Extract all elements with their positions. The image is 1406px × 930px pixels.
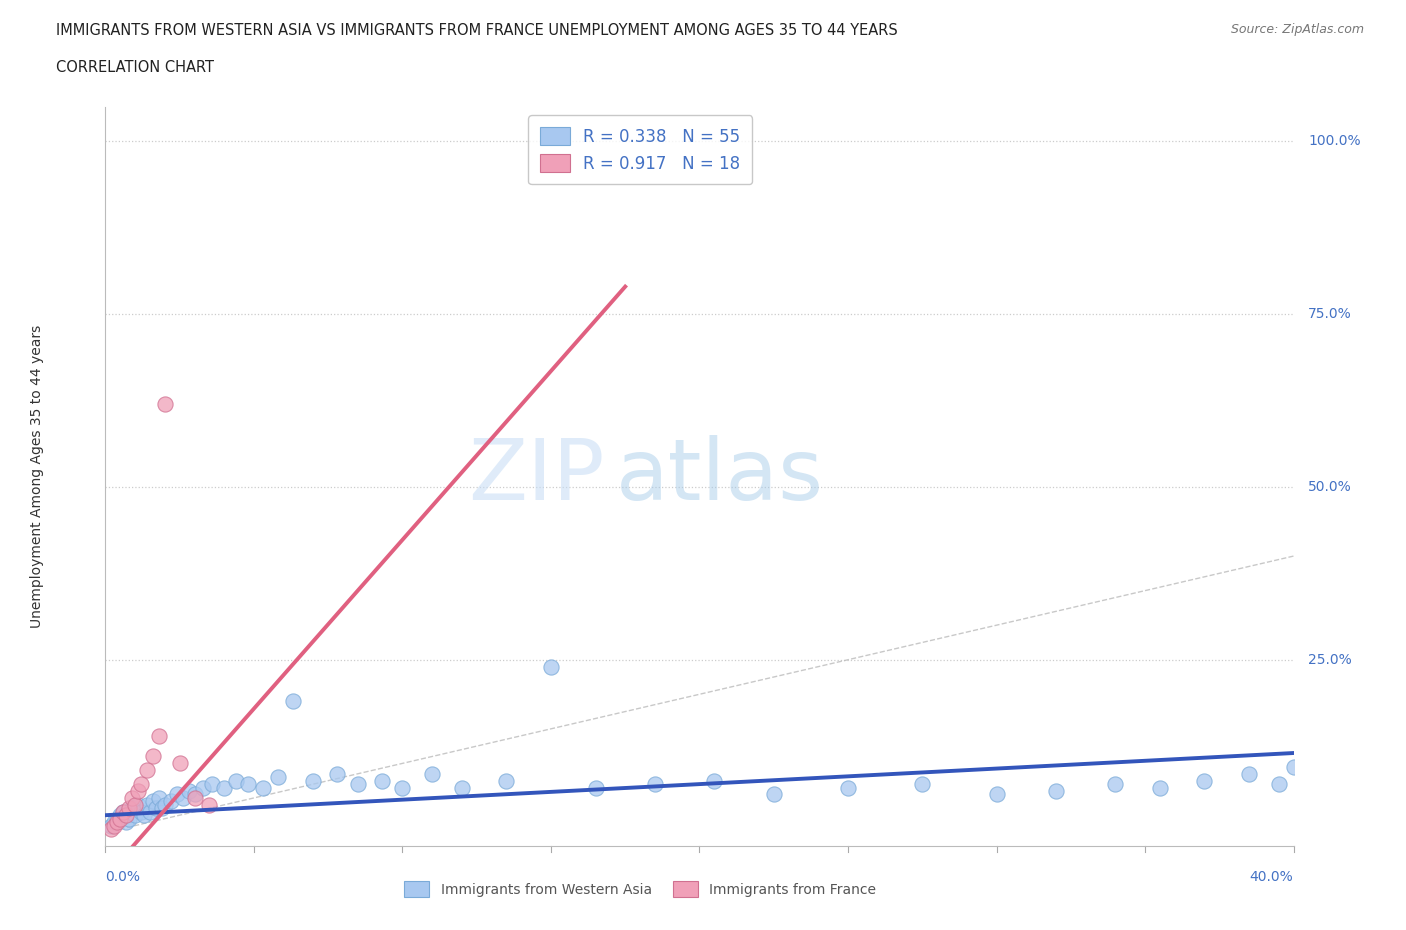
Text: Source: ZipAtlas.com: Source: ZipAtlas.com (1230, 23, 1364, 36)
Point (177, 784, 200, 799)
Point (159, 794, 181, 809)
Point (127, 784, 149, 799)
Point (214, 780, 236, 795)
Point (136, 763, 159, 777)
Point (302, 773, 325, 788)
Point (267, 770, 290, 785)
Point (391, 780, 413, 795)
Point (201, 777, 224, 791)
Point (281, 694, 304, 709)
Point (142, 749, 165, 764)
Point (150, 801, 173, 816)
Point (1282, 760, 1305, 775)
Point (1267, 777, 1289, 791)
Point (136, 797, 159, 812)
Text: 0.0%: 0.0% (105, 870, 141, 884)
Point (703, 773, 725, 788)
Point (1237, 766, 1260, 781)
Point (198, 797, 221, 812)
Point (1194, 773, 1216, 788)
Point (105, 811, 128, 826)
Point (103, 818, 125, 833)
Point (986, 787, 1008, 802)
Point (347, 777, 370, 791)
Point (326, 766, 349, 781)
Point (495, 773, 517, 788)
Point (127, 797, 149, 812)
Point (124, 797, 146, 812)
Point (166, 787, 188, 802)
Point (148, 728, 170, 743)
Text: CORRELATION CHART: CORRELATION CHART (56, 60, 214, 75)
Point (145, 801, 167, 816)
Point (110, 811, 132, 826)
Text: atlas: atlas (616, 435, 824, 518)
Point (420, 766, 443, 781)
Point (118, 811, 141, 826)
Legend: Immigrants from Western Asia, Immigrants from France: Immigrants from Western Asia, Immigrants… (399, 876, 882, 902)
Point (129, 777, 152, 791)
Point (169, 756, 191, 771)
Point (153, 797, 176, 812)
Text: 50.0%: 50.0% (1309, 480, 1353, 494)
Point (183, 787, 205, 802)
Point (132, 808, 155, 823)
Text: 40.0%: 40.0% (1250, 870, 1294, 884)
Point (172, 790, 194, 805)
Point (110, 808, 132, 823)
Text: ZIP: ZIP (468, 435, 605, 518)
Point (112, 804, 135, 819)
Point (100, 818, 122, 833)
Point (1149, 780, 1171, 795)
Point (121, 801, 143, 816)
Point (153, 396, 176, 411)
Point (585, 780, 607, 795)
Point (118, 801, 141, 816)
Point (370, 773, 392, 788)
Point (252, 780, 274, 795)
Point (236, 777, 259, 791)
Point (1045, 784, 1067, 799)
Point (103, 815, 125, 830)
Point (124, 808, 146, 823)
Text: 25.0%: 25.0% (1309, 653, 1353, 667)
Point (225, 773, 247, 788)
Point (193, 780, 215, 795)
Point (450, 780, 472, 795)
Point (1104, 777, 1126, 791)
Text: IMMIGRANTS FROM WESTERN ASIA VS IMMIGRANTS FROM FRANCE UNEMPLOYMENT AMONG AGES 3: IMMIGRANTS FROM WESTERN ASIA VS IMMIGRAN… (56, 23, 898, 38)
Text: 75.0%: 75.0% (1309, 307, 1353, 321)
Point (121, 790, 143, 805)
Point (112, 804, 135, 819)
Point (837, 780, 859, 795)
Point (129, 804, 152, 819)
Point (911, 777, 934, 791)
Point (644, 777, 666, 791)
Point (183, 790, 205, 805)
Text: Unemployment Among Ages 35 to 44 years: Unemployment Among Ages 35 to 44 years (30, 325, 44, 629)
Point (105, 815, 128, 830)
Point (762, 787, 785, 802)
Point (139, 804, 162, 819)
Point (100, 821, 122, 836)
Text: 100.0%: 100.0% (1309, 135, 1361, 149)
Point (148, 790, 170, 805)
Point (142, 794, 165, 809)
Point (540, 659, 562, 674)
Point (115, 815, 138, 830)
Point (115, 808, 138, 823)
